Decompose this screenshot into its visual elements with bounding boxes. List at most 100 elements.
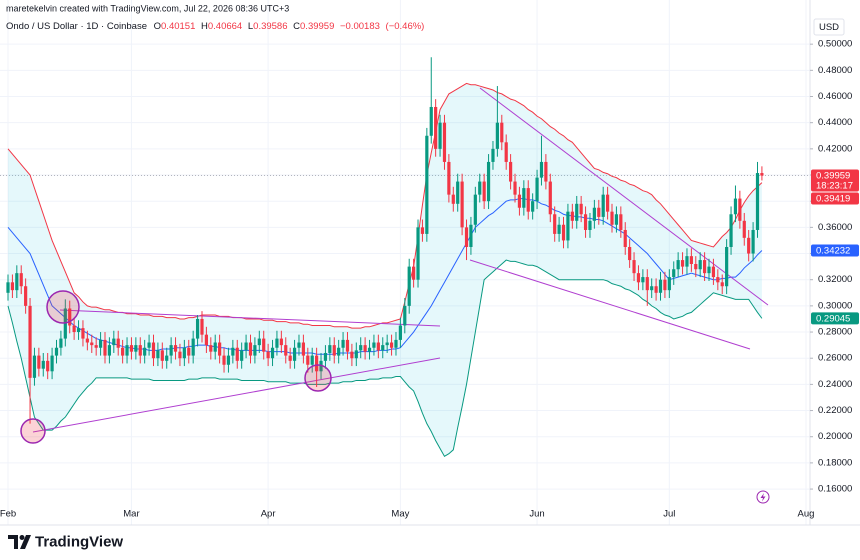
candle-body: [54, 347, 59, 356]
logo-mark: [19, 535, 25, 540]
candle-body: [59, 338, 63, 348]
candle-body: [72, 325, 76, 333]
y-tick-label: 0.18000: [818, 457, 852, 468]
candle-body: [667, 277, 671, 291]
candle-body: [755, 173, 760, 230]
trend-line: [469, 259, 751, 350]
candle-body: [557, 224, 561, 234]
change-percent: (−0.46%): [386, 21, 425, 32]
candle-body: [262, 338, 266, 352]
candle-body: [85, 338, 89, 343]
candle-body: [41, 360, 45, 369]
attribution: maretekelvin created with TradingView.co…: [6, 3, 289, 13]
candle-body: [244, 342, 248, 351]
candle-body: [350, 351, 354, 359]
change: −0.00183: [340, 21, 380, 32]
candle-body: [138, 345, 142, 356]
y-tick-label: 0.22000: [818, 405, 852, 416]
price-tag: [811, 244, 859, 257]
candle-body: [517, 194, 522, 208]
candle-body: [222, 355, 226, 365]
candle-body: [416, 227, 420, 280]
candle-body: [513, 181, 517, 195]
currency: USD: [819, 22, 839, 33]
candle-body: [121, 347, 125, 356]
candle-body: [240, 350, 244, 361]
candle-body: [610, 211, 614, 225]
candle-body: [323, 352, 328, 361]
candle-body: [306, 355, 310, 365]
candle-body: [526, 188, 530, 212]
grid: [0, 0, 810, 525]
candle-body: [279, 338, 283, 346]
candle-body: [429, 106, 433, 136]
candle-body: [266, 351, 270, 359]
ohlc-value: 0.39959: [300, 21, 334, 32]
candle-body: [76, 328, 81, 333]
candle-body: [107, 345, 112, 356]
candle-body: [178, 351, 182, 359]
y-tick-label: 0.48000: [818, 65, 852, 76]
candle-body: [253, 345, 257, 356]
highlight-circle: [46, 290, 80, 324]
candle-body: [738, 198, 742, 221]
candle-body: [160, 350, 164, 361]
band-line: [7, 82, 763, 329]
candle-body: [442, 122, 447, 162]
candle-body: [650, 286, 654, 291]
symbol-title: Ondo / US Dollar · 1D · Coinbase: [6, 21, 147, 32]
candle-body: [209, 345, 213, 352]
ohlc-key: C: [293, 21, 300, 32]
axes: 0.16000 0.18000 0.20000 0.22000 0.24000 0.260…: [0, 39, 859, 520]
candle-body: [588, 220, 592, 230]
x-tick-label: Jul: [663, 509, 675, 520]
candle-body: [632, 260, 636, 274]
candle-body: [151, 342, 156, 359]
candle-body: [619, 214, 623, 230]
candle-body: [425, 135, 429, 234]
candle-body: [310, 355, 314, 365]
price-tag-label: 0.39959: [816, 171, 850, 182]
candle-body: [46, 360, 50, 372]
candle-body: [345, 339, 350, 352]
candle-body: [473, 194, 477, 225]
candle-body: [134, 345, 138, 352]
candle-body: [182, 347, 186, 359]
trend-line: [479, 87, 769, 306]
candle-body: [191, 338, 195, 356]
candle-body: [641, 277, 645, 283]
candle-body: [456, 181, 460, 204]
candle-body: [270, 347, 275, 359]
candle-body: [231, 347, 235, 356]
x-tick-label: Aug: [798, 509, 815, 520]
currency-box[interactable]: [813, 18, 845, 36]
candle-body: [315, 355, 319, 372]
candle-body: [509, 161, 513, 182]
highlight-circle: [304, 364, 332, 392]
candle-body: [129, 345, 134, 352]
candle-body: [747, 237, 751, 254]
alert-icon: [760, 493, 766, 502]
alert-icon[interactable]: [756, 490, 770, 504]
candle-body: [729, 214, 733, 247]
price-tag-label: 0.39419: [816, 194, 850, 205]
candle-body: [663, 279, 667, 291]
candle-body: [478, 181, 482, 195]
candle-body: [257, 338, 261, 346]
candle-body: [407, 266, 411, 306]
candle-body: [103, 339, 107, 356]
candle-body: [566, 211, 570, 241]
candle-body: [297, 342, 301, 348]
candle-body: [19, 273, 23, 287]
candle-body: [720, 282, 724, 287]
candle-body: [434, 106, 438, 149]
candle-body: [548, 181, 552, 215]
y-tick-label: 0.42000: [818, 143, 852, 154]
candle-body: [125, 345, 129, 356]
highlight-circle: [20, 418, 46, 444]
candle-body: [50, 355, 54, 372]
y-tick-label: 0.44000: [818, 117, 852, 128]
candle-body: [288, 355, 292, 361]
candle-body: [213, 342, 217, 352]
x-tick-label: Apr: [261, 509, 276, 520]
